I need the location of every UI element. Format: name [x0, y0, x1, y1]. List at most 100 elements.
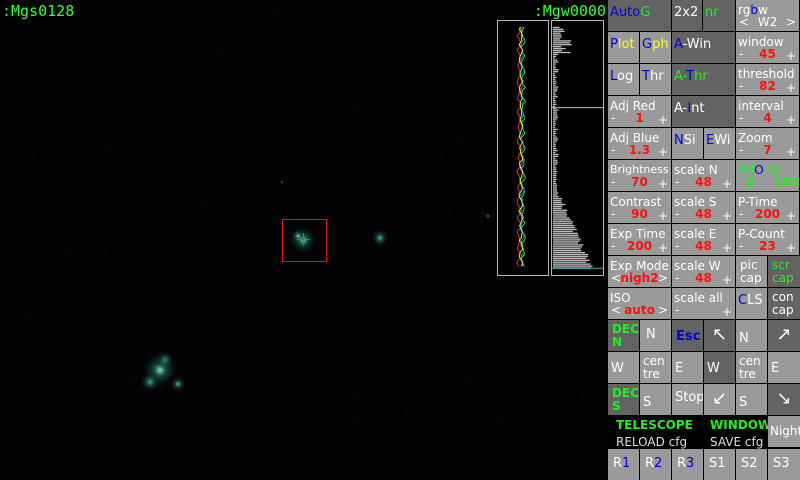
south-button-2[interactable]: S: [736, 384, 767, 415]
histogram-bar: [553, 63, 556, 64]
tracking-graph: [497, 20, 549, 276]
histogram-bar: [553, 227, 575, 228]
histogram-bar: [553, 121, 556, 122]
r3-button[interactable]: R3: [672, 449, 703, 480]
histogram-bar: [553, 71, 558, 72]
histogram-bar: [553, 256, 588, 257]
histogram-bar: [553, 135, 555, 136]
scale-s-stepper[interactable]: scale S - 48 +: [672, 192, 735, 223]
histogram-bar: [553, 163, 557, 164]
gph-button[interactable]: Gph: [640, 32, 671, 63]
nsi-button[interactable]: NSi: [672, 128, 703, 159]
adj-blue-stepper[interactable]: Adj Blue - 1.3 +: [608, 128, 671, 159]
histogram-bar: [553, 265, 593, 266]
stop-button[interactable]: Stop: [672, 384, 703, 415]
interval-stepper[interactable]: interval - 4 +: [736, 96, 799, 127]
histogram-bar: [553, 96, 558, 97]
ewi-button[interactable]: EWi: [704, 128, 735, 159]
histogram-bar: [553, 179, 557, 180]
histogram-bar: [553, 217, 569, 218]
iso-select[interactable]: ISO < auto >: [608, 288, 671, 319]
cls-button[interactable]: CLS: [736, 288, 767, 319]
scale-all-stepper[interactable]: scale all - +: [672, 288, 735, 319]
east-button-2[interactable]: E: [768, 352, 800, 383]
histogram-bar: [553, 110, 558, 111]
south-button[interactable]: S: [640, 384, 671, 415]
histogram-bar: [553, 185, 557, 186]
scale-e-stepper[interactable]: scale E - 48 +: [672, 224, 735, 255]
dec-s-button[interactable]: DEC S: [608, 384, 639, 415]
histogram-bar: [553, 198, 562, 199]
histogram-bar: [553, 129, 558, 130]
s3-button[interactable]: S3: [768, 449, 800, 480]
a-int-button[interactable]: A-Int: [672, 96, 735, 127]
window-stepper[interactable]: window - 45 +: [736, 32, 799, 63]
esc-button[interactable]: Esc: [672, 320, 703, 351]
r1-button[interactable]: R1: [608, 449, 639, 480]
contrast-stepper[interactable]: Contrast - 90 +: [608, 192, 671, 223]
p-time-stepper[interactable]: P-Time - 200 +: [736, 192, 799, 223]
a-thr-button[interactable]: A-Thr: [672, 64, 735, 95]
centre-button-2[interactable]: cen tre: [736, 352, 767, 383]
sw-arrow-button[interactable]: ↙: [704, 384, 735, 415]
binning-2x2-button[interactable]: 2x2: [672, 0, 702, 31]
histogram-bar: [553, 48, 566, 49]
scr-cap-button[interactable]: scr cap: [768, 256, 800, 287]
east-button[interactable]: E: [672, 352, 703, 383]
status-left: :Mgs0128: [2, 2, 74, 20]
dec-n-button[interactable]: DEC N: [608, 320, 639, 351]
s1-button[interactable]: S1: [704, 449, 735, 480]
histogram-bar: [553, 186, 557, 187]
photo-button[interactable]: PHOTO 2 182: [736, 160, 799, 191]
histogram-bar: [553, 42, 570, 43]
log-button[interactable]: Log: [608, 64, 639, 95]
con-cap-button[interactable]: con cap: [768, 288, 800, 319]
r2-button[interactable]: R2: [640, 449, 671, 480]
s2-button[interactable]: S2: [736, 449, 767, 480]
plot-button[interactable]: Plot: [608, 32, 639, 63]
scale-w-stepper[interactable]: scale W - 48 +: [672, 256, 735, 287]
arrow-up-right-icon: ↗: [768, 324, 800, 346]
scale-n-stepper[interactable]: scale N - 48 +: [672, 160, 735, 191]
save-cfg-link[interactable]: SAVE cfg: [710, 435, 763, 449]
histogram-bar: [553, 50, 562, 51]
exp-mode-select[interactable]: Exp Mode < nigh2 >: [608, 256, 671, 287]
west-button[interactable]: W: [608, 352, 639, 383]
reload-cfg-link[interactable]: RELOAD cfg: [616, 435, 687, 449]
se-arrow-button[interactable]: ↘: [768, 384, 800, 415]
histogram-bar: [553, 235, 579, 236]
rgbw-button[interactable]: rgbw < W2 >: [736, 0, 799, 31]
night-button[interactable]: Night: [768, 416, 800, 447]
histogram-bar: [553, 133, 556, 134]
histogram-bar: [553, 221, 573, 222]
centre-button[interactable]: cen tre: [640, 352, 671, 383]
north-button-2[interactable]: N: [736, 320, 767, 351]
exp-time-stepper[interactable]: Exp Time - 200 +: [608, 224, 671, 255]
camera-view[interactable]: :Mgs0128 :Mgw0000: [0, 0, 608, 480]
histogram-bar: [553, 138, 558, 139]
arrow-down-right-icon: ↘: [768, 388, 800, 410]
histogram-bar: [553, 173, 556, 174]
threshold-stepper[interactable]: threshold - 82 +: [736, 64, 799, 95]
north-button[interactable]: N: [640, 320, 671, 351]
histogram-bar: [553, 90, 557, 91]
nw-arrow-button[interactable]: ↖: [704, 320, 735, 351]
zoom-stepper[interactable]: Zoom - 7 +: [736, 128, 799, 159]
a-win-button[interactable]: A-Win: [672, 32, 735, 63]
ne-arrow-button[interactable]: ↗: [768, 320, 800, 351]
histogram-bar: [553, 131, 556, 132]
histogram-bar: [553, 165, 556, 166]
west-button-2[interactable]: W: [704, 352, 735, 383]
arrow-up-left-icon: ↖: [704, 324, 735, 346]
autog-button[interactable]: AutoG: [608, 0, 671, 31]
histogram-bar: [553, 44, 572, 45]
histogram-bar: [553, 73, 555, 74]
adj-red-stepper[interactable]: Adj Red - 1 +: [608, 96, 671, 127]
histogram-bar: [553, 246, 582, 247]
pic-cap-button[interactable]: pic cap: [736, 256, 767, 287]
histogram-bar: [553, 100, 556, 101]
nr-button[interactable]: nr: [703, 0, 735, 31]
brightness-stepper[interactable]: Brightness - 70 +: [608, 160, 671, 191]
p-count-stepper[interactable]: P-Count - 23 +: [736, 224, 799, 255]
thr-button[interactable]: Thr: [640, 64, 671, 95]
